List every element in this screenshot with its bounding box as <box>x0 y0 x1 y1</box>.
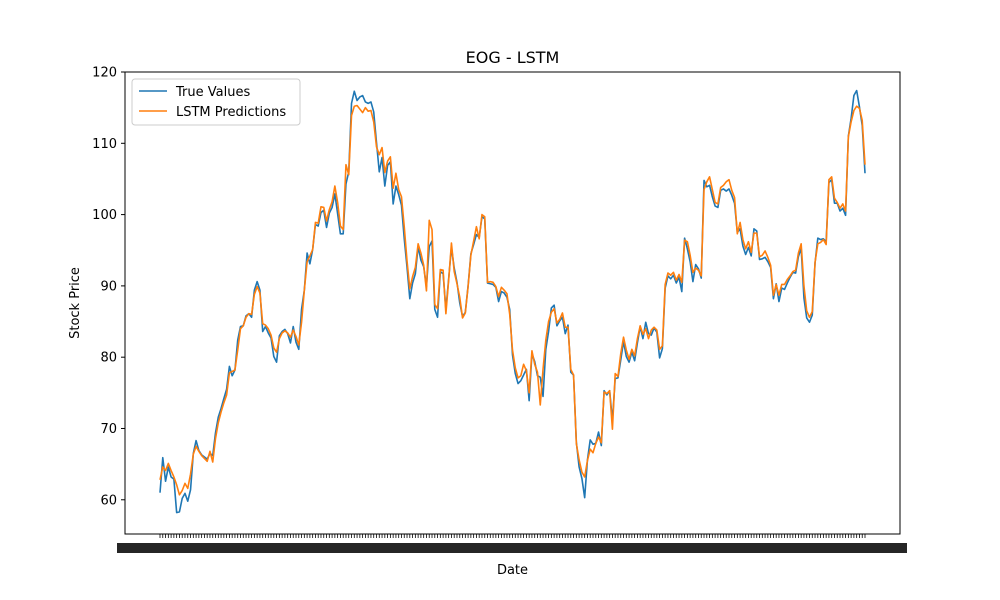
y-tick-label: 100 <box>92 208 117 223</box>
legend: True Values LSTM Predictions <box>131 78 301 126</box>
y-tick-label: 80 <box>100 351 117 366</box>
y-tick-label: 70 <box>100 422 117 437</box>
y-tick-label: 90 <box>100 279 117 294</box>
y-tick-label: 120 <box>92 66 117 81</box>
y-axis-ticks: 60 70 80 90 100 110 120 <box>92 66 125 508</box>
x-axis-ticks <box>117 534 907 553</box>
legend-box <box>131 78 301 126</box>
y-tick-label: 110 <box>92 137 117 152</box>
plot-lines <box>159 89 866 514</box>
y-axis-label: Stock Price <box>68 267 83 339</box>
chart-title: EOG - LSTM <box>466 48 560 67</box>
legend-label-true-values: True Values <box>175 85 250 100</box>
series-line-lstm-predictions <box>159 104 866 496</box>
plot-frame <box>124 71 901 535</box>
x-tick-label-band <box>117 543 907 553</box>
legend-label-lstm-predictions: LSTM Predictions <box>176 105 286 120</box>
y-tick-label: 60 <box>100 493 117 508</box>
x-axis-label: Date <box>497 563 528 578</box>
